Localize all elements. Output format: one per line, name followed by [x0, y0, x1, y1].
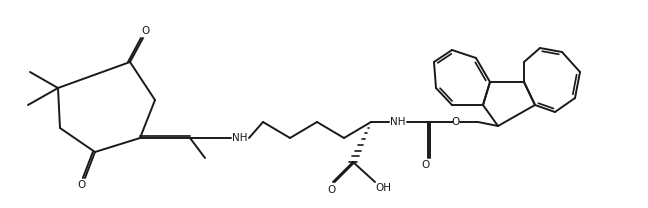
Text: O: O	[141, 26, 149, 36]
Text: O: O	[327, 185, 335, 195]
Text: NH: NH	[232, 133, 248, 143]
Text: O: O	[78, 180, 86, 190]
Text: O: O	[451, 117, 459, 127]
Text: OH: OH	[375, 183, 391, 193]
Text: NH: NH	[390, 117, 406, 127]
Text: O: O	[422, 160, 430, 170]
